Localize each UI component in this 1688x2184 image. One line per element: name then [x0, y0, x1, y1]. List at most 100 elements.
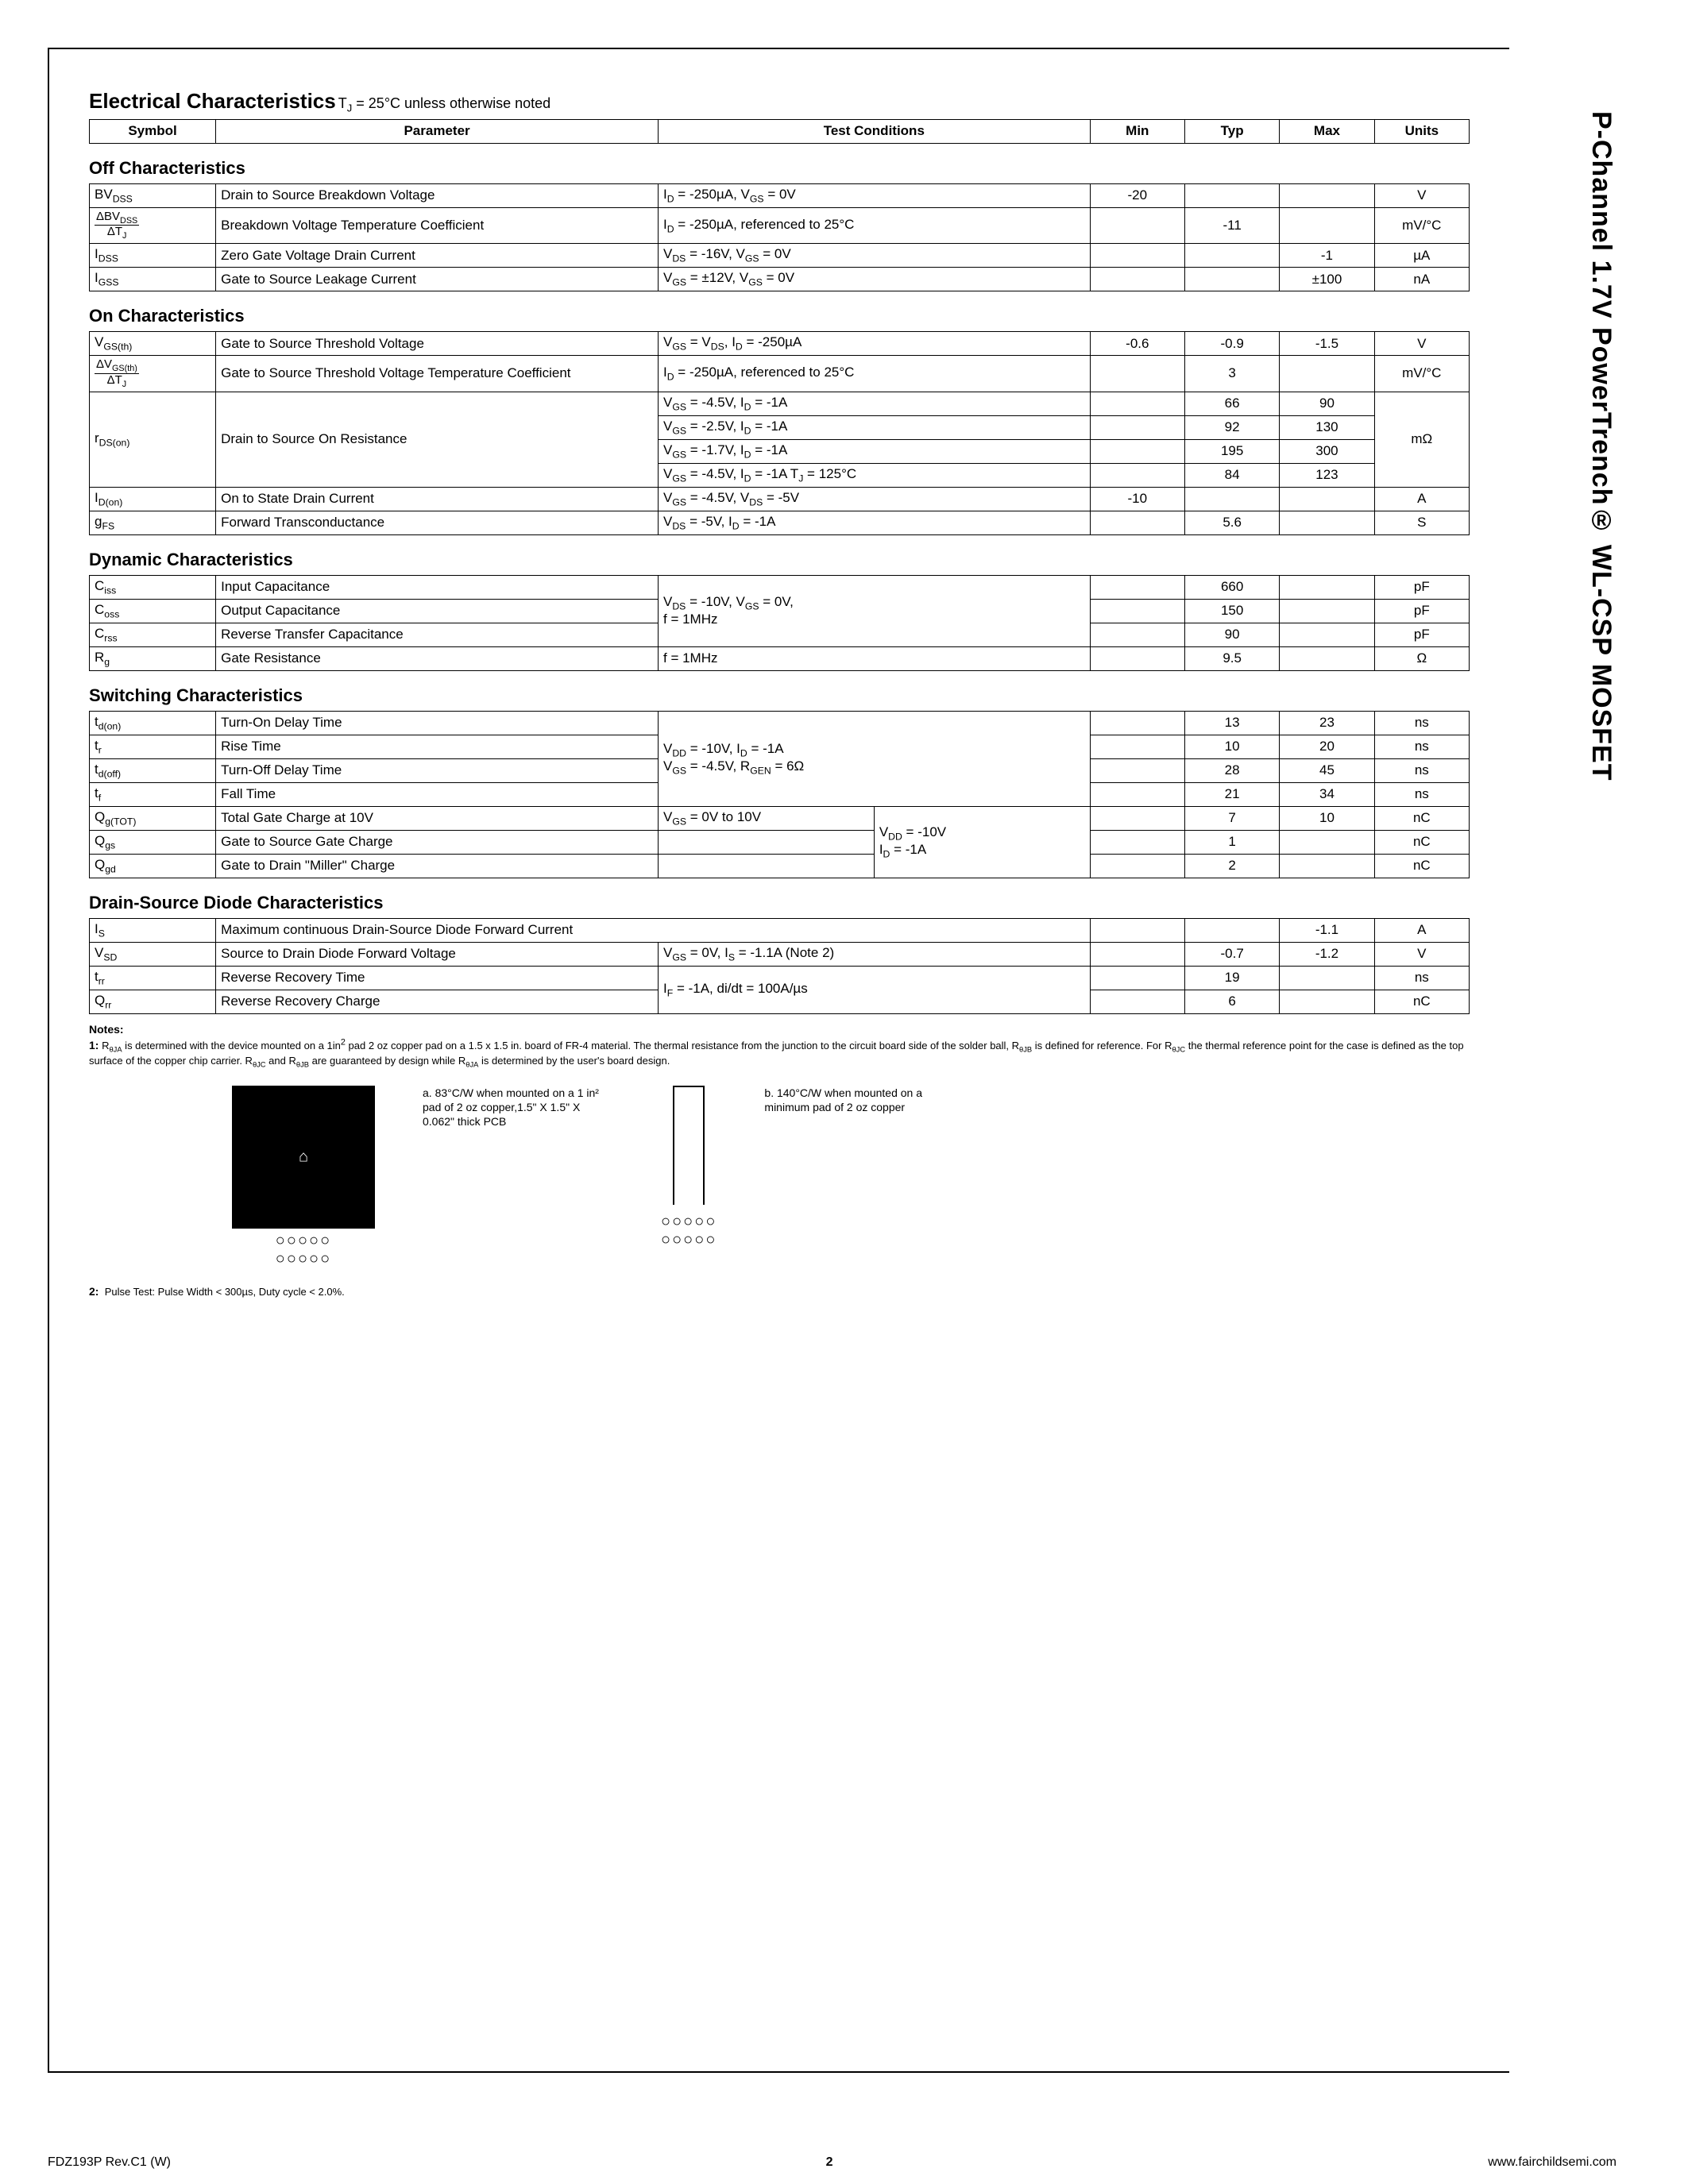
cell-symbol: gFS	[90, 511, 216, 534]
cell-unit: mV/°C	[1374, 207, 1469, 244]
cell-typ: 2	[1184, 854, 1279, 878]
cell-param: On to State Drain Current	[216, 487, 659, 511]
cell-symbol: ΔBVDSSΔTJ	[90, 207, 216, 244]
cell-test: IF = -1A, di/dt = 100A/µs	[659, 966, 1091, 1013]
header-table: Symbol Parameter Test Conditions Min Typ…	[89, 119, 1470, 144]
cell-symbol: trr	[90, 966, 216, 990]
cell-unit: mΩ	[1374, 392, 1469, 487]
cell-unit: ns	[1374, 966, 1469, 990]
table-row: rDS(on) Drain to Source On ResistanceVGS…	[90, 392, 1470, 415]
section-sw: Switching Characteristics	[89, 685, 1470, 706]
figure-a: ○○○○○○○○○○	[232, 1086, 375, 1268]
cell-param: Gate to Source Threshold Voltage Tempera…	[216, 356, 659, 392]
cell-max: 10	[1280, 806, 1374, 830]
cell-max: 90	[1280, 392, 1374, 415]
cell-typ: 13	[1184, 711, 1279, 735]
hdr-max: Max	[1280, 119, 1374, 143]
cell-unit: pF	[1374, 599, 1469, 623]
cell-typ	[1184, 487, 1279, 511]
cell-symbol: td(off)	[90, 758, 216, 782]
cell-unit: nC	[1374, 990, 1469, 1013]
cell-max	[1280, 511, 1374, 534]
cell-typ: -0.7	[1184, 942, 1279, 966]
table-row: gFS Forward TransconductanceVDS = -5V, I…	[90, 511, 1470, 534]
cell-param: Maximum continuous Drain-Source Diode Fo…	[216, 918, 1091, 942]
cell-max: 34	[1280, 782, 1374, 806]
cell-test: VDD = -10V, ID = -1AVGS = -4.5V, RGEN = …	[659, 711, 1091, 806]
cell-typ	[1184, 268, 1279, 291]
cell-typ: 66	[1184, 392, 1279, 415]
cell-test: VDD = -10VID = -1A	[874, 806, 1090, 878]
title-cond: TJ = 25°C unless otherwise noted	[338, 95, 550, 111]
cell-max	[1280, 487, 1374, 511]
footer-page: 2	[826, 2155, 833, 2170]
cell-unit: ns	[1374, 782, 1469, 806]
pad-dots-icon: ○○○○○○○○○○	[276, 1232, 331, 1268]
cell-test: VGS = VDS, ID = -250µA	[659, 332, 1091, 356]
table-row: ΔVGS(th)ΔTJ Gate to Source Threshold Vol…	[90, 356, 1470, 392]
cell-test: ID = -250µA, referenced to 25°C	[659, 207, 1091, 244]
cell-unit: nC	[1374, 830, 1469, 854]
cell-max: -1	[1280, 244, 1374, 268]
footer-right: www.fairchildsemi.com	[1488, 2155, 1617, 2170]
cell-symbol: IGSS	[90, 268, 216, 291]
cell-test: VGS = -1.7V, ID = -1A	[659, 439, 1091, 463]
cell-min	[1090, 439, 1184, 463]
table-row: ΔBVDSSΔTJ Breakdown Voltage Temperature …	[90, 207, 1470, 244]
table-row: Qg(TOT) Total Gate Charge at 10VVGS = 0V…	[90, 806, 1470, 830]
table-row: Qgs Gate to Source Gate Charge 1 nC	[90, 830, 1470, 854]
cell-param: Zero Gate Voltage Drain Current	[216, 244, 659, 268]
cell-min: -0.6	[1090, 332, 1184, 356]
page-frame: Electrical Characteristics TJ = 25°C unl…	[48, 48, 1509, 2073]
cell-symbol: Coss	[90, 599, 216, 623]
table-row: ID(on) On to State Drain CurrentVGS = -4…	[90, 487, 1470, 511]
figure-b-caption: b. 140°C/W when mounted on a minimum pad…	[764, 1086, 955, 1114]
hdr-param: Parameter	[216, 119, 659, 143]
cell-unit: pF	[1374, 575, 1469, 599]
cell-test: f = 1MHz	[659, 646, 1091, 670]
cell-unit: V	[1374, 332, 1469, 356]
cell-typ: -11	[1184, 207, 1279, 244]
table-row: IGSS Gate to Source Leakage CurrentVGS =…	[90, 268, 1470, 291]
cell-symbol: Qrr	[90, 990, 216, 1013]
cell-symbol: BVDSS	[90, 183, 216, 207]
cell-typ: 150	[1184, 599, 1279, 623]
section-dyn: Dynamic Characteristics	[89, 550, 1470, 570]
cell-param: Output Capacitance	[216, 599, 659, 623]
cell-typ: 28	[1184, 758, 1279, 782]
table-on: VGS(th) Gate to Source Threshold Voltage…	[89, 331, 1470, 535]
cell-param: Gate to Source Gate Charge	[216, 830, 659, 854]
cell-test	[659, 830, 875, 854]
section-on: On Characteristics	[89, 306, 1470, 326]
cell-symbol: td(on)	[90, 711, 216, 735]
cell-param: Forward Transconductance	[216, 511, 659, 534]
hdr-typ: Typ	[1184, 119, 1279, 143]
note-1: 1: RθJA is determined with the device mo…	[89, 1040, 1464, 1067]
cell-symbol: Rg	[90, 646, 216, 670]
cell-unit: pF	[1374, 623, 1469, 646]
cell-unit: ns	[1374, 735, 1469, 758]
cell-param: Drain to Source Breakdown Voltage	[216, 183, 659, 207]
footer-left: FDZ193P Rev.C1 (W)	[48, 2155, 171, 2170]
cell-symbol: ID(on)	[90, 487, 216, 511]
cell-test: VGS = ±12V, VGS = 0V	[659, 268, 1091, 291]
cell-symbol: Ciss	[90, 575, 216, 599]
cell-typ	[1184, 183, 1279, 207]
cell-max: ±100	[1280, 268, 1374, 291]
cell-unit: A	[1374, 487, 1469, 511]
hdr-min: Min	[1090, 119, 1184, 143]
cell-max: -1.1	[1280, 918, 1374, 942]
cell-min	[1090, 392, 1184, 415]
table-row: BVDSS Drain to Source Breakdown VoltageI…	[90, 183, 1470, 207]
cell-symbol: VSD	[90, 942, 216, 966]
cell-max	[1280, 356, 1374, 392]
cell-typ: 19	[1184, 966, 1279, 990]
cell-param: Reverse Recovery Time	[216, 966, 659, 990]
cell-symbol: Qgd	[90, 854, 216, 878]
cell-unit: mV/°C	[1374, 356, 1469, 392]
cell-symbol: VGS(th)	[90, 332, 216, 356]
cell-test: VGS = -2.5V, ID = -1A	[659, 415, 1091, 439]
cell-typ	[1184, 244, 1279, 268]
section-off: Off Characteristics	[89, 158, 1470, 179]
cell-unit: A	[1374, 918, 1469, 942]
